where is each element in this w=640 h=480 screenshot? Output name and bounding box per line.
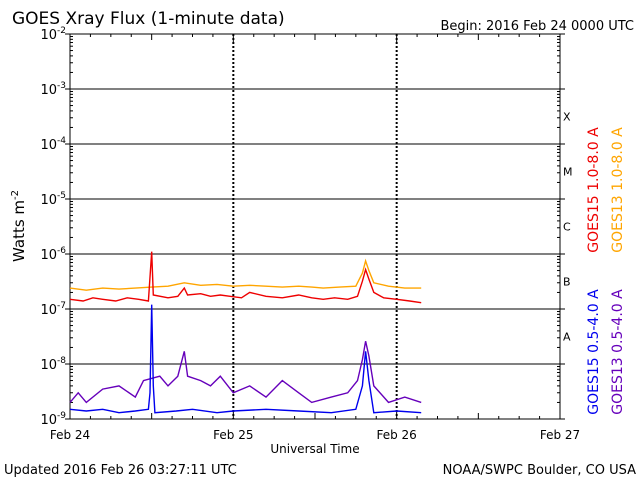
x-tick-label: Feb 27 <box>540 428 580 442</box>
begin-label: Begin: 2016 Feb 24 0000 UTC <box>440 19 634 34</box>
flare-class-m: M <box>563 166 573 179</box>
y-tick-label: 10-4 <box>40 136 66 153</box>
series-line-2 <box>69 304 422 414</box>
series-line-1 <box>69 258 422 291</box>
y-tick-label: 10-9 <box>40 411 66 428</box>
y-tick-label: 10-6 <box>40 246 66 263</box>
y-tick-label: 10-3 <box>40 81 66 98</box>
legend-entry-2: GOES15 0.5-4.0 A <box>586 289 602 415</box>
updated-timestamp: Updated 2016 Feb 26 03:27:11 UTC <box>4 463 237 478</box>
legend-entry-3: GOES13 0.5-4.0 A <box>610 289 626 415</box>
x-tick-label: Feb 26 <box>376 428 416 442</box>
plot-area <box>69 33 561 420</box>
y-tick-label: 10-7 <box>40 301 66 318</box>
series-lines <box>69 251 422 414</box>
chart-title: GOES Xray Flux (1-minute data) <box>12 9 285 29</box>
flare-class-x: X <box>563 111 571 124</box>
y-axis-ticks: 10-2 10-3 10-4 10-5 10-6 10-7 10-8 10-9 <box>40 26 565 428</box>
credit-label: NOAA/SWPC Boulder, CO USA <box>443 463 636 478</box>
y-tick-label: 10-5 <box>40 191 66 208</box>
flare-class-labels: X M C B A <box>563 111 573 344</box>
flare-class-b: B <box>563 276 571 289</box>
legend: GOES15 1.0-8.0 A GOES13 1.0-8.0 A GOES15 0… <box>586 127 626 415</box>
y-axis-label: Watts m-2 <box>10 190 28 262</box>
legend-entry-0: GOES15 1.0-8.0 A <box>586 127 602 253</box>
x-tick-label: Feb 25 <box>213 428 253 442</box>
flare-class-c: C <box>563 221 571 234</box>
x-tick-label: Feb 24 <box>50 428 90 442</box>
x-axis-ticks: Feb 24 Feb 25 Feb 26 Feb 27 <box>50 34 580 442</box>
series-line-0 <box>69 251 422 304</box>
y-tick-label: 10-2 <box>40 26 66 43</box>
x-axis-label: Universal Time <box>270 442 359 456</box>
flare-class-a: A <box>563 331 571 344</box>
series-line-3 <box>69 341 422 404</box>
legend-entry-1: GOES13 1.0-8.0 A <box>610 127 626 253</box>
grid-lines <box>70 34 560 419</box>
y-tick-label: 10-8 <box>40 356 66 373</box>
